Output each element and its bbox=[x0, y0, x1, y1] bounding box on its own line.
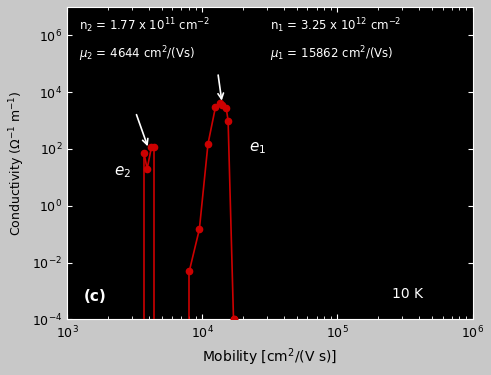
X-axis label: Mobility [cm$^2$/(V s)]: Mobility [cm$^2$/(V s)] bbox=[202, 346, 337, 368]
Y-axis label: Conductivity ($\Omega^{-1}$ m$^{-1}$): Conductivity ($\Omega^{-1}$ m$^{-1}$) bbox=[7, 90, 27, 236]
Text: $\mu_2$ = 4644 cm$^2$/(Vs): $\mu_2$ = 4644 cm$^2$/(Vs) bbox=[80, 45, 195, 64]
Text: n$_1$ = 3.25 x 10$^{12}$ cm$^{-2}$: n$_1$ = 3.25 x 10$^{12}$ cm$^{-2}$ bbox=[270, 16, 401, 35]
Text: 10 K: 10 K bbox=[392, 287, 423, 301]
Text: $e_1$: $e_1$ bbox=[248, 141, 266, 156]
Text: (c): (c) bbox=[83, 289, 106, 304]
Text: $e_2$: $e_2$ bbox=[113, 164, 131, 180]
Text: n$_2$ = 1.77 x 10$^{11}$ cm$^{-2}$: n$_2$ = 1.77 x 10$^{11}$ cm$^{-2}$ bbox=[80, 16, 210, 35]
Text: $\mu_1$ = 15862 cm$^2$/(Vs): $\mu_1$ = 15862 cm$^2$/(Vs) bbox=[270, 45, 393, 64]
